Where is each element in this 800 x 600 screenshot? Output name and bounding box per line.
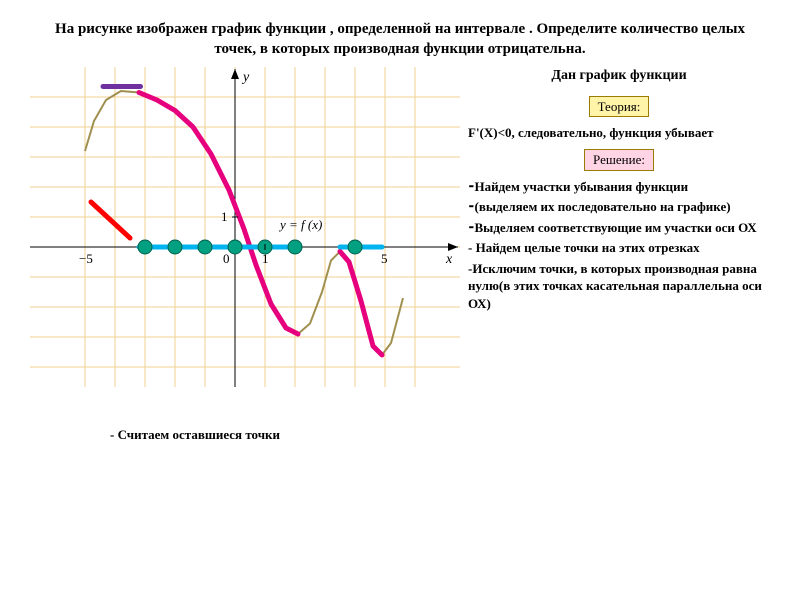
solution-button[interactable]: Решение: [584, 149, 654, 171]
svg-text:y = f (x): y = f (x) [278, 217, 322, 232]
svg-text:1: 1 [262, 251, 269, 266]
step-2: ⁃(выделяем их последовательно на графике… [468, 198, 770, 216]
explanation-panel: Дан график функции Теория: F'(X)<0, след… [468, 67, 770, 443]
page-title: На рисунке изображен график функции , оп… [30, 20, 770, 59]
step-2-text: (выделяем их последовательно на графике) [475, 199, 731, 214]
theory-prefix: F'(X)<0 [468, 125, 512, 140]
step-4: - Найдем целые точки на этих отрезках [468, 239, 770, 257]
svg-text:1: 1 [221, 209, 228, 224]
theory-rest: , следовательно, функция убывает [512, 125, 714, 140]
svg-text:0: 0 [223, 251, 230, 266]
svg-text:−5: −5 [79, 251, 93, 266]
step-1-text: Найдем участки убывания функции [475, 179, 689, 194]
svg-text:y: y [241, 70, 250, 85]
subheading: Дан график функции [468, 67, 770, 86]
svg-text:5: 5 [381, 251, 388, 266]
step-3: ⁃Выделяем соответствующие им участки оси… [468, 219, 770, 237]
step-5: -Исключим точки, в которых производная р… [468, 260, 770, 313]
step-1: ⁃Найдем участки убывания функции [468, 178, 770, 196]
function-chart: y x 0 1 1 −5 5 y = f (x) [30, 67, 460, 397]
step-count-remaining: - Считаем оставшиеся точки [110, 427, 460, 443]
theory-button[interactable]: Теория: [589, 96, 650, 118]
theory-line: F'(X)<0, следовательно, функция убывает [468, 124, 770, 142]
step-3-text: Выделяем соответствующие им участки оси … [475, 220, 757, 235]
svg-text:x: x [445, 252, 453, 267]
